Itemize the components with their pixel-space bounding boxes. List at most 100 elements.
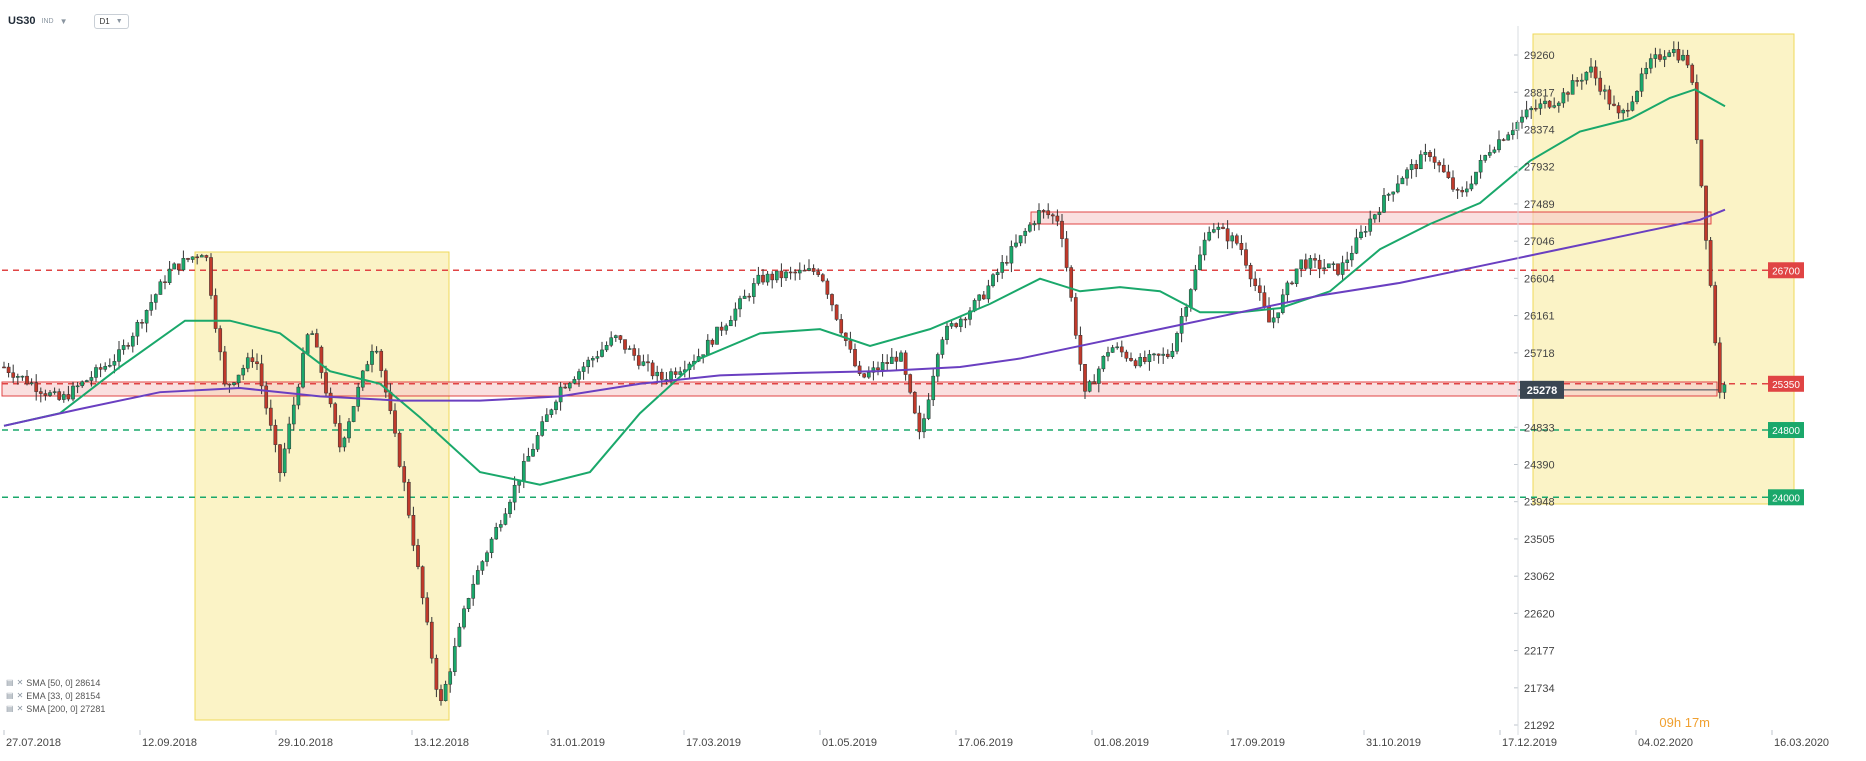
candle — [761, 274, 765, 283]
candle — [121, 345, 126, 350]
candle — [1676, 49, 1681, 61]
candle — [25, 375, 29, 385]
horizontal-levels: 26700 25350 24800 24000 25278 — [2, 262, 1804, 506]
highlight-zones — [1, 33, 1795, 721]
candle — [517, 480, 522, 486]
candle — [126, 345, 131, 347]
candle — [1524, 109, 1529, 118]
candle — [1096, 368, 1101, 384]
candle — [75, 385, 80, 388]
candle — [1303, 259, 1308, 269]
candle — [273, 425, 278, 445]
candle — [218, 328, 223, 353]
candle — [572, 379, 577, 384]
candle — [876, 367, 880, 371]
candle — [885, 362, 890, 364]
candle — [176, 263, 181, 271]
candle — [20, 375, 25, 378]
candle — [1322, 267, 1327, 270]
candle — [1662, 56, 1667, 60]
candle — [512, 484, 517, 503]
x-tick-label: 29.10.2018 — [278, 737, 333, 749]
chevron-down-icon[interactable]: ▼ — [59, 16, 68, 26]
x-tick-label: 01.05.2019 — [822, 737, 877, 749]
candle — [1556, 102, 1561, 106]
candle — [245, 357, 250, 369]
candle — [1510, 130, 1515, 136]
chevron-down-icon: ▼ — [115, 17, 123, 25]
candle — [1598, 77, 1603, 92]
candle — [544, 414, 549, 422]
candle — [328, 392, 333, 405]
moving-averages — [3, 88, 1726, 486]
eye-icon[interactable]: ▤ — [6, 691, 14, 700]
candle — [310, 333, 315, 335]
candle — [1612, 103, 1616, 106]
candle — [807, 268, 811, 271]
candle — [213, 295, 218, 329]
candle — [1345, 259, 1350, 263]
candle — [558, 386, 563, 403]
candle — [305, 334, 310, 354]
candle — [632, 348, 637, 356]
candle — [724, 325, 729, 331]
close-icon[interactable]: ✕ — [16, 678, 24, 687]
candle — [650, 362, 655, 377]
candle — [1060, 220, 1064, 239]
candle — [1142, 357, 1147, 362]
candle — [963, 318, 968, 321]
candle — [379, 350, 384, 371]
candle — [1506, 134, 1511, 141]
candle — [107, 365, 112, 367]
candle — [586, 359, 591, 368]
candle — [1349, 252, 1354, 261]
legend-label: SMA [50, 0] 28614 — [26, 677, 101, 688]
candle — [1713, 285, 1718, 344]
candle — [1492, 149, 1497, 153]
legend-label: SMA [200, 0] 27281 — [26, 703, 106, 714]
candle — [448, 671, 453, 685]
candle — [1147, 354, 1152, 362]
candle — [1165, 353, 1170, 357]
candle — [1326, 263, 1331, 269]
candle — [434, 657, 439, 690]
symbol-label[interactable]: US30 — [8, 15, 36, 27]
candle — [1575, 80, 1580, 82]
candle — [374, 350, 379, 353]
close-icon[interactable]: ✕ — [16, 691, 24, 700]
candle — [222, 351, 227, 385]
candle — [462, 608, 466, 628]
legend-item: ▤ ✕ SMA [50, 0] 28614 — [6, 676, 105, 689]
candle — [1478, 160, 1483, 173]
eye-icon[interactable]: ▤ — [6, 678, 14, 687]
close-icon[interactable]: ✕ — [16, 704, 24, 713]
indicator-legend: ▤ ✕ SMA [50, 0] 28614 ▤ ✕ EMA [33, 0] 28… — [6, 676, 105, 715]
candle — [167, 268, 172, 283]
candle — [1671, 49, 1676, 53]
candle — [498, 524, 503, 528]
candle — [466, 598, 471, 610]
candle — [1359, 231, 1363, 238]
candle — [1294, 268, 1299, 284]
candle — [968, 310, 972, 320]
candle — [802, 269, 807, 272]
timeframe-select[interactable]: D1 ▼ — [93, 13, 129, 29]
candle — [986, 285, 991, 300]
candle — [756, 274, 761, 284]
candle — [1667, 52, 1672, 57]
x-tick-label: 31.10.2019 — [1366, 737, 1421, 749]
candle — [324, 372, 328, 394]
candle — [181, 258, 186, 271]
y-tick-label: 27932 — [1524, 162, 1555, 174]
candle — [241, 368, 246, 376]
candle — [1372, 214, 1377, 220]
highlight-zone — [194, 251, 450, 721]
candle — [342, 437, 347, 448]
candle — [825, 280, 830, 295]
y-tick-label: 26161 — [1524, 311, 1555, 323]
x-tick-label: 13.12.2018 — [414, 737, 469, 749]
eye-icon[interactable]: ▤ — [6, 704, 14, 713]
candle — [1050, 214, 1055, 217]
